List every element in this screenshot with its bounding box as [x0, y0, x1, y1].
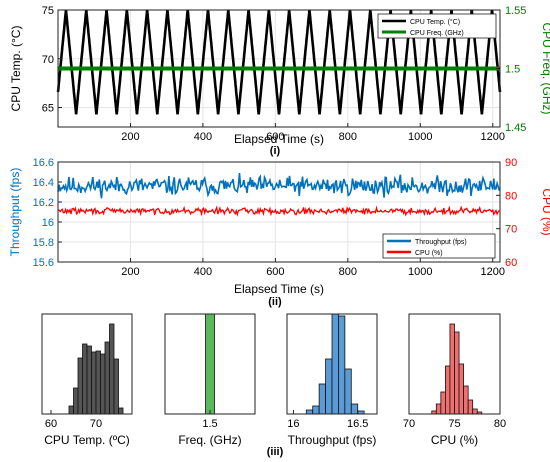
hist-throughput-bar: [305, 409, 314, 415]
y-tick-label-right: 60: [505, 257, 517, 269]
x-axis-label: Freq. (GHz): [178, 433, 241, 447]
x-axis-label: CPU (%): [431, 433, 478, 447]
hist-cpu-percent-bar: [444, 365, 451, 415]
legend-label-cpu-freq: CPU Freq. (GHz): [410, 30, 464, 37]
y-tick-label-right: 80: [505, 190, 517, 202]
plot-frame: [57, 9, 501, 128]
hist-cpu-percent-bar: [467, 399, 474, 415]
y-tick-label-right: 1.45: [505, 122, 526, 134]
y-tick-label-right: 1.55: [505, 5, 526, 17]
hist-cpu-percent-bar: [449, 323, 455, 415]
hist-cpu-temp-bar: [109, 323, 115, 415]
hist-cpu-percent-bar: [458, 363, 464, 415]
text-layer: 200 400 600 800 1000 1200 65 70 75 1.45 1.5 1.55 Ela…: [8, 5, 550, 447]
x-tick-label: 16: [287, 418, 299, 430]
y-tick-label-left: 15.8: [33, 237, 54, 249]
hist-cpu-temp-bar: [77, 357, 83, 415]
x-axis-label: Elapsed Time (s): [234, 132, 324, 146]
x-tick-label: 16.5: [347, 418, 368, 430]
x-tick-label: 75: [448, 418, 460, 430]
hist-cpu-temp-bar: [113, 358, 119, 415]
hist-throughput-bar: [338, 315, 346, 415]
hist-cpu-temp-bar: [68, 405, 74, 415]
hist-throughput-bar: [312, 405, 320, 415]
hist-cpu-temp-bar: [118, 407, 124, 415]
legend-label-throughput: Throughput (fps): [415, 239, 467, 246]
y-tick-label-left: 65: [42, 103, 54, 115]
hist-cpu-percent-bar: [472, 408, 478, 415]
legend-box: [382, 233, 496, 259]
hist-cpu-temp-bar: [91, 351, 97, 415]
hist-cpu-temp-bar: [95, 350, 101, 415]
hist-throughput-bar: [318, 383, 326, 415]
x-tick-label: 200: [121, 131, 139, 143]
hist-throughput-bar: [344, 368, 352, 415]
x-tick-label: 400: [194, 131, 212, 143]
y-axis-label-left: CPU Temp. (°C): [9, 26, 23, 112]
x-axis-label: Throughput (fps): [288, 433, 377, 447]
x-tick-label: 1.5: [202, 418, 217, 430]
hist-throughput-bar: [331, 313, 339, 415]
x-tick-label: 600: [266, 131, 284, 143]
y-axis-label-right: CPU (%): [540, 188, 550, 235]
hist-cpu-temp-bar: [82, 343, 88, 415]
y-axis-label-right: CPU Freq. (GHz): [540, 22, 550, 114]
hist-cpu-temp-bar: [86, 345, 92, 415]
hist-cpu-percent-bar: [435, 403, 442, 415]
x-tick-label: 1000: [408, 131, 432, 143]
x-tick-label: 1000: [408, 266, 432, 278]
y-tick-label-left: 16.6: [33, 157, 54, 169]
axes-layer: [41, 9, 501, 415]
y-tick-label-right: 70: [505, 224, 517, 236]
hist-throughput-bar: [350, 403, 359, 415]
hist-freq-bar: [205, 313, 215, 415]
y-tick-label-left: 75: [42, 5, 54, 17]
x-tick-label: 600: [266, 266, 284, 278]
series-cpu-percent: [57, 205, 500, 217]
x-tick-label: 400: [194, 266, 212, 278]
hist-cpu-percent-bar: [463, 385, 469, 415]
y-tick-label-left: 16.4: [33, 177, 54, 189]
y-axis-label-left: Throughput (fps): [8, 168, 22, 257]
hist-cpu-percent-bar: [440, 391, 446, 415]
legend-label-cpu-percent: CPU (%): [415, 250, 443, 257]
legend-box: [377, 13, 497, 39]
x-tick-label: 1200: [481, 266, 505, 278]
x-axis-label: Elapsed Time (s): [234, 282, 324, 296]
legend-label-cpu-temp: CPU Temp. (°C): [410, 18, 460, 26]
plot-frame: [57, 161, 501, 263]
x-tick-label: 80: [494, 418, 506, 430]
y-tick-label-left: 15.6: [33, 257, 54, 269]
caption-panel-i: (i): [270, 145, 281, 157]
hist-frame: [41, 313, 133, 415]
x-tick-label: 200: [121, 266, 139, 278]
caption-panel-ii: (ii): [268, 296, 282, 308]
x-tick-label: 70: [90, 418, 102, 430]
y-tick-label-left: 70: [42, 54, 54, 66]
y-tick-label-left: 16: [42, 217, 54, 229]
legend-layer: CPU Temp. (°C) CPU Freq. (GHz) Throughput …: [377, 13, 497, 259]
series-cpu-temp: [56, 9, 502, 115]
hist-cpu-temp-bar: [73, 387, 79, 415]
hist-frame: [286, 313, 378, 415]
x-tick-label: 800: [339, 131, 357, 143]
y-tick-label-right: 1.5: [505, 64, 520, 76]
x-tick-label: 1200: [481, 131, 505, 143]
x-axis-label: CPU Temp. (ºC): [44, 433, 130, 447]
y-tick-label-left: 16.2: [33, 197, 54, 209]
hist-throughput-bar: [325, 358, 333, 415]
data-layer: [56, 9, 502, 415]
x-tick-label: 800: [339, 266, 357, 278]
hist-cpu-temp-bar: [100, 353, 106, 415]
x-tick-label: 70: [403, 418, 415, 430]
hist-cpu-percent-bar: [454, 331, 460, 415]
x-tick-label: 60: [45, 418, 57, 430]
hist-cpu-temp-bar: [104, 341, 110, 415]
series-throughput: [57, 173, 501, 199]
caption-panel-iii: (iii): [267, 446, 284, 458]
y-tick-label-right: 90: [505, 157, 517, 169]
